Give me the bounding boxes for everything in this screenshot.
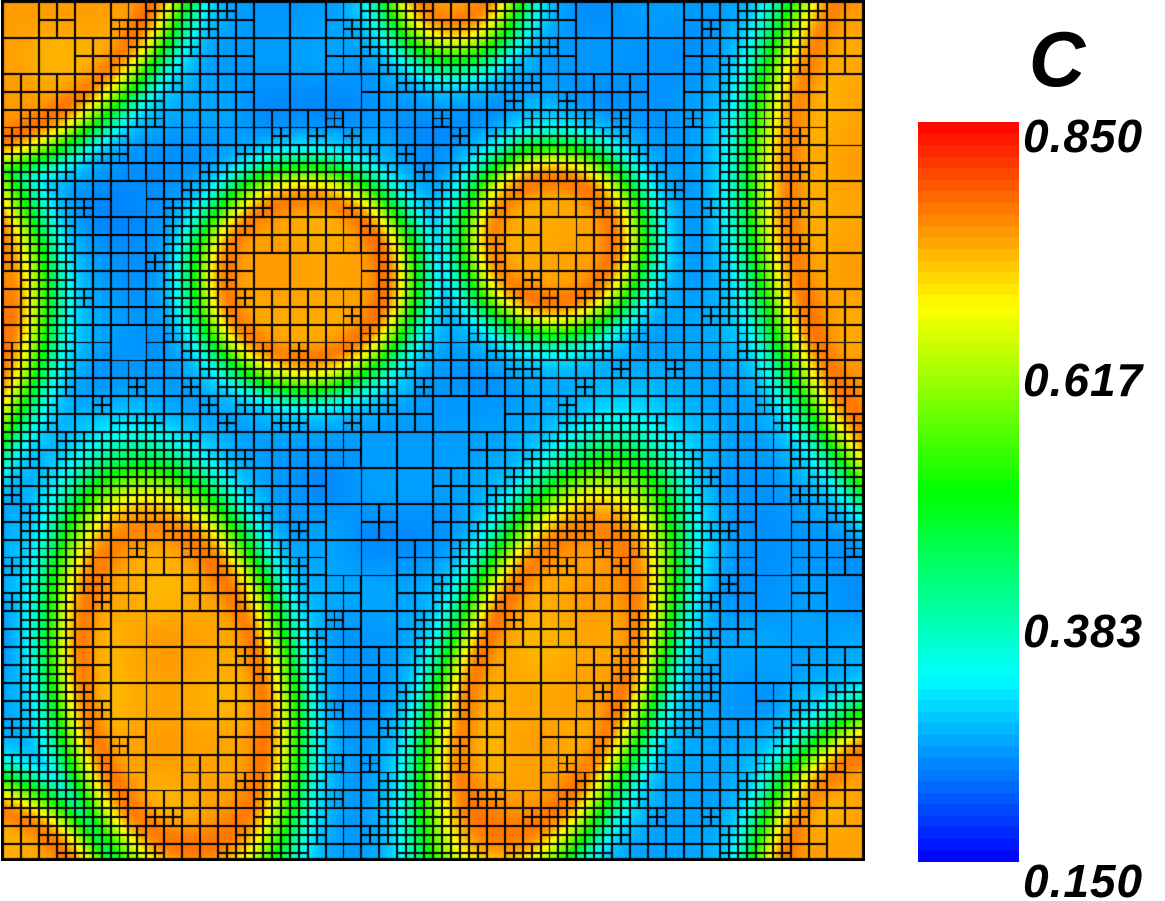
simulation-domain-frame [1,0,865,861]
colorbar [918,122,1019,862]
concentration-heatmap-canvas [3,2,863,859]
colorbar-tick-label-upper: 0.617 [1023,354,1144,406]
colorbar-tick-label-lower: 0.383 [1023,605,1144,657]
colorbar-tick-label-min: 0.150 [1023,855,1144,901]
colorbar-tick-label-max: 0.850 [1023,110,1144,162]
colorbar-title: C [1028,15,1086,103]
